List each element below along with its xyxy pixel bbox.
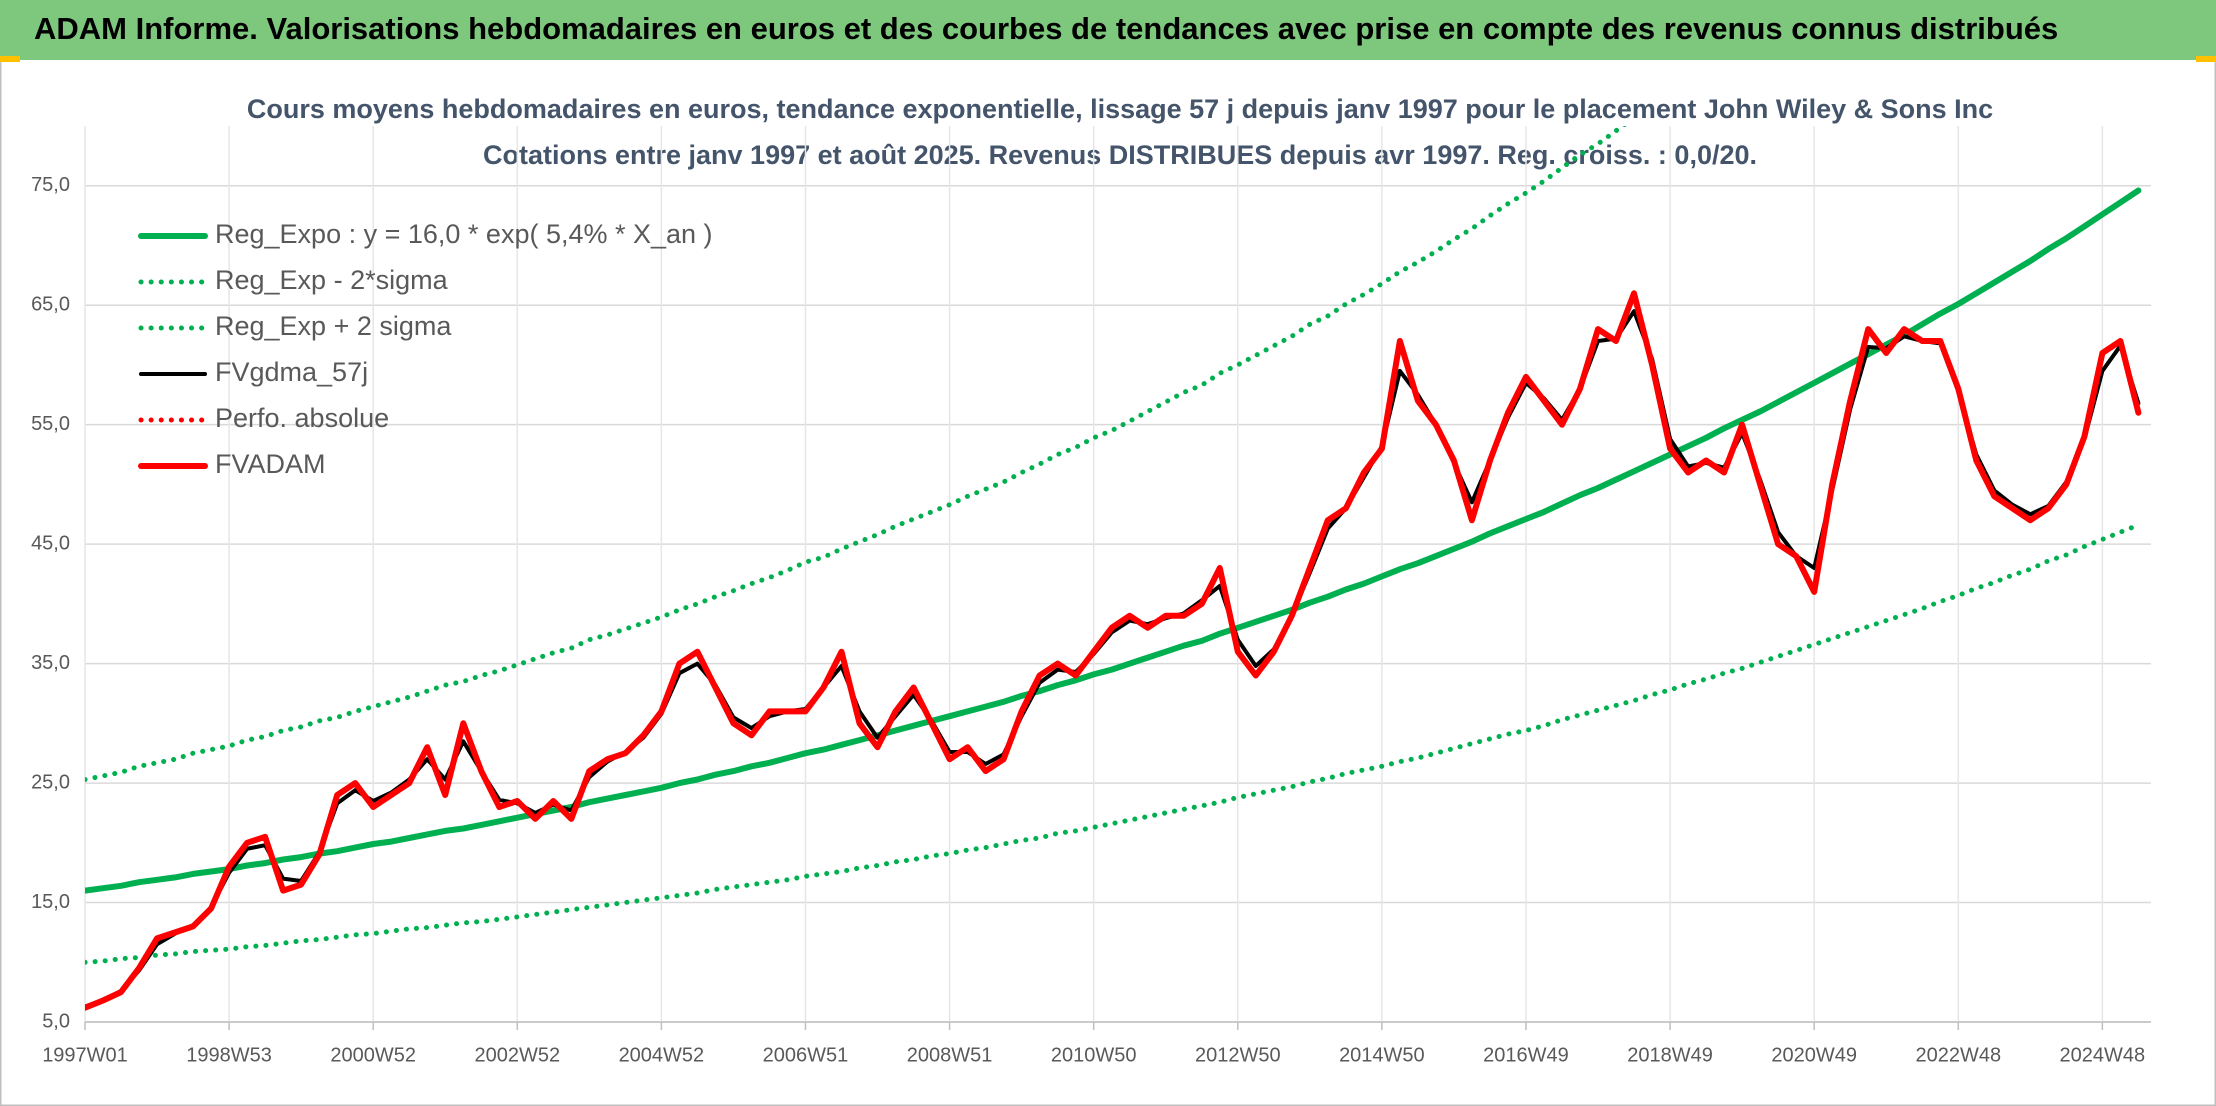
- corner-mark: [0, 56, 20, 62]
- x-tick-label: 2000W52: [330, 1044, 416, 1066]
- x-tick-label: 2010W50: [1051, 1044, 1137, 1066]
- x-tick-label: 2014W50: [1339, 1044, 1425, 1066]
- chart-subtitle: Cotations entre janv 1997 et août 2025. …: [483, 140, 1757, 170]
- x-tick-label: 2022W48: [1915, 1044, 2001, 1066]
- y-tick-label: 15,0: [31, 891, 70, 913]
- legend-label: Perfo. absolue: [215, 403, 389, 433]
- y-tick-label: 45,0: [31, 532, 70, 554]
- x-tick-label: 2008W51: [907, 1044, 993, 1066]
- series-line: [85, 187, 2142, 894]
- y-tick-label: 65,0: [31, 293, 70, 315]
- x-tick-label: 2018W49: [1627, 1044, 1713, 1066]
- x-tick-label: 2020W49: [1771, 1044, 1857, 1066]
- series-line: [85, 126, 1627, 782]
- x-tick-label: 2002W52: [474, 1044, 560, 1066]
- legend: Reg_Expo : y = 16,0 * exp( 5,4% * X_an )…: [138, 219, 713, 479]
- series-line: [85, 522, 2141, 965]
- x-tick-label: 2016W49: [1483, 1044, 1569, 1066]
- legend-label: Reg_Exp - 2*sigma: [215, 265, 449, 295]
- corner-mark: [2196, 56, 2216, 62]
- x-tick-label: 2012W50: [1195, 1044, 1281, 1066]
- series-line: [85, 290, 2142, 1011]
- legend-label: FVADAM: [215, 449, 326, 479]
- y-tick-label: 75,0: [31, 174, 70, 196]
- chart-title: Cours moyens hebdomadaires en euros, ten…: [247, 94, 1993, 124]
- plot-area: [85, 126, 2142, 1011]
- x-tick-label: 2024W48: [2060, 1044, 2146, 1066]
- grid: 5,0 15,0 25,0 35,0 45,0 55,0 65,0 75,0 1997W01 19…: [31, 126, 2151, 1066]
- x-tick-label: 1998W53: [186, 1044, 272, 1066]
- x-tick-label: 1997W01: [42, 1044, 128, 1066]
- y-tick-label: 35,0: [31, 652, 70, 674]
- x-tick-label: 2004W52: [619, 1044, 705, 1066]
- y-tick-label: 25,0: [31, 771, 70, 793]
- x-tick-label: 2006W51: [763, 1044, 849, 1066]
- y-tick-label: 55,0: [31, 413, 70, 435]
- legend-label: Reg_Expo : y = 16,0 * exp( 5,4% * X_an ): [215, 219, 713, 249]
- legend-label: Reg_Exp + 2 sigma: [215, 311, 452, 341]
- banner-title: ADAM Informe. Valorisations hebdomadaire…: [34, 11, 2058, 46]
- y-tick-label: 5,0: [42, 1010, 70, 1032]
- banner: [0, 0, 2216, 60]
- legend-label: FVgdma_57j: [215, 357, 368, 387]
